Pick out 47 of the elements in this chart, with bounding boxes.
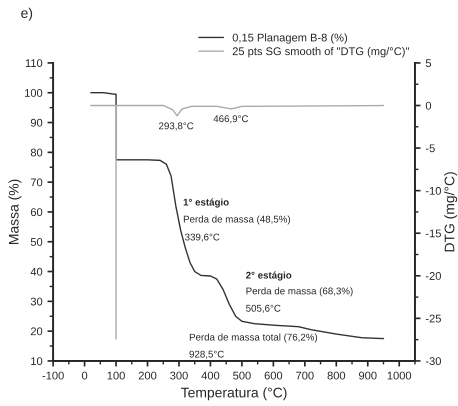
legend-label: 25 pts SG smooth of "DTG (mg/°C)" <box>232 47 409 58</box>
y2-tick-label: -10 <box>426 186 441 195</box>
y2-tick-label: 5 <box>426 59 432 68</box>
y-tick-label: 50 <box>30 238 42 246</box>
y-tick-label: 40 <box>30 268 42 276</box>
y-tick-label: 70 <box>30 178 42 186</box>
annotation: Perda de massa (68,3%) <box>246 287 353 296</box>
x-tick-label: 900 <box>359 372 377 380</box>
annotation: 466,9°C <box>213 115 248 124</box>
legend-label: 0,15 Planagem B-8 (%) <box>232 33 348 44</box>
x-tick-label: 200 <box>138 372 156 380</box>
y2-tick-label: -20 <box>426 272 441 280</box>
annotation: 1° estágio <box>184 198 229 208</box>
annotation: 505,6°C <box>246 304 281 313</box>
x-axis-title: Temperatura (°C) <box>181 387 287 400</box>
x-tick-label: 600 <box>264 372 282 380</box>
x-tick-label: 800 <box>328 372 346 380</box>
x-tick-label: 400 <box>201 372 220 380</box>
y-tick-label: 100 <box>25 89 42 97</box>
y2-tick-label: -25 <box>426 314 441 322</box>
annotation: 2° estágio <box>246 271 292 281</box>
y-tick-label: 60 <box>30 208 42 216</box>
y2-tick-label: -5 <box>426 144 435 152</box>
text: e) <box>21 8 32 21</box>
annotation: 293,8°C <box>159 122 194 130</box>
y-axis-title: Massa (%) <box>8 180 22 244</box>
x-tick-label: 100 <box>108 372 125 380</box>
annotation: Perda de massa total (76,2%) <box>190 333 318 343</box>
x-tick-label: 500 <box>233 372 251 380</box>
x-tick-label: -100 <box>42 372 64 380</box>
x-tick-label: 1000 <box>388 372 412 380</box>
y-tick-label: 10 <box>31 357 42 366</box>
y2-tick-label: -15 <box>426 230 441 238</box>
x-tick-label: 300 <box>170 372 188 380</box>
annotation: 928,5°C <box>190 350 224 359</box>
y2-tick-label: -30 <box>426 357 441 366</box>
y2-axis-title: DTG (mg/°C) <box>444 172 458 252</box>
annotation: 339,6°C <box>185 234 220 242</box>
annotation: Perda de massa (48,5%) <box>184 215 290 225</box>
y-tick-label: 30 <box>30 298 42 306</box>
x-tick-label: 700 <box>296 372 314 380</box>
x-tick-label: 0 <box>82 372 88 380</box>
y-tick-label: 110 <box>26 59 42 68</box>
y2-tick-label: 0 <box>426 102 432 110</box>
y-tick-label: 80 <box>30 148 42 156</box>
y-tick-label: 90 <box>30 118 42 127</box>
y-tick-label: 20 <box>30 327 42 336</box>
